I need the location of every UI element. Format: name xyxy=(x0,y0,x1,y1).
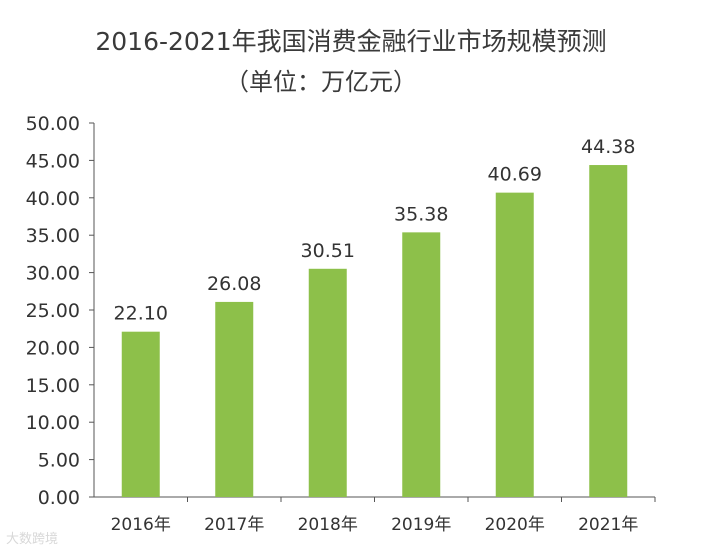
bar-2020年 xyxy=(495,192,534,497)
data-labels: 22.10 26.08 30.51 35.38 40.69 44.38 xyxy=(114,136,636,325)
x-tick-label: 2016年 xyxy=(111,515,171,535)
y-tick-label: 10.00 xyxy=(26,412,80,434)
data-label: 35.38 xyxy=(394,203,448,225)
chart-title: 2016-2021年我国消费金融行业市场规模预测 xyxy=(95,27,607,56)
x-tick-label: 2019年 xyxy=(391,515,451,535)
data-label: 26.08 xyxy=(207,273,261,295)
y-tick-label: 15.00 xyxy=(26,375,80,397)
data-label: 22.10 xyxy=(114,303,168,325)
y-tick-label: 45.00 xyxy=(26,150,80,172)
chart-subtitle: （单位：万亿元） xyxy=(225,68,417,96)
bars xyxy=(121,165,628,497)
x-tick-label: 2018年 xyxy=(298,515,358,535)
watermark-logo: 大数跨境 xyxy=(6,532,59,547)
bar-2021年 xyxy=(589,165,628,497)
data-label: 44.38 xyxy=(581,136,635,158)
y-tick-label: 30.00 xyxy=(26,263,80,285)
x-tick-label: 2017年 xyxy=(204,515,264,535)
y-tick-label: 40.00 xyxy=(26,188,80,210)
data-label: 30.51 xyxy=(301,240,355,262)
bar-2018年 xyxy=(308,268,347,497)
bar-2017年 xyxy=(215,301,254,497)
bar-2016年 xyxy=(121,331,160,497)
y-tick-label: 5.00 xyxy=(38,450,80,472)
data-label: 40.69 xyxy=(488,164,542,186)
x-tick-label: 2020年 xyxy=(485,515,545,535)
bar-2019年 xyxy=(402,232,441,497)
y-tick-label: 50.00 xyxy=(26,113,80,135)
x-tick-label: 2021年 xyxy=(578,515,638,535)
y-axis: 0.00 5.00 10.00 15.00 20.00 25.00 30.00 35.00 40… xyxy=(26,113,95,509)
y-tick-label: 0.00 xyxy=(38,487,80,509)
y-tick-label: 25.00 xyxy=(26,300,80,322)
y-tick-label: 20.00 xyxy=(26,337,80,359)
x-axis: 2016年 2017年 2018年 2019年 2020年 2021年 xyxy=(94,496,656,535)
y-tick-label: 35.00 xyxy=(26,225,80,247)
